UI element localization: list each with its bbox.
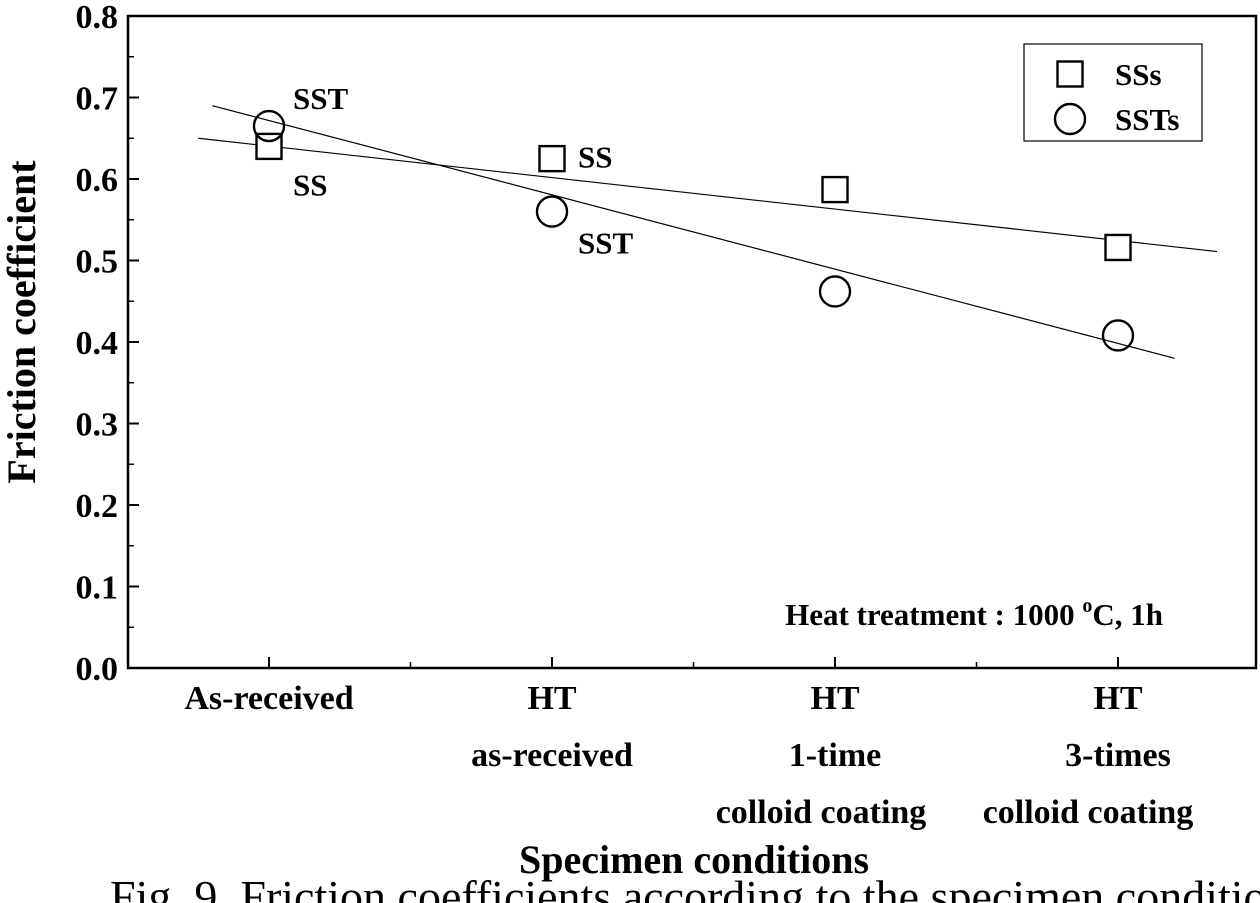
x-tick-label: colloid coating — [716, 794, 927, 831]
legend-circle-icon — [1053, 102, 1087, 136]
y-tick-label: 0.2 — [76, 488, 119, 525]
y-axis-title: Friction coefficient — [0, 160, 44, 484]
circle-point — [252, 109, 286, 143]
point-label: SST — [293, 81, 348, 116]
axis-ticks — [128, 15, 1119, 669]
trend-line-sss — [198, 137, 1218, 253]
x-tick-label: 3-times — [1065, 737, 1171, 774]
square-point — [1104, 233, 1132, 262]
circle-point — [818, 275, 852, 308]
legend-box — [1023, 43, 1203, 142]
square-point — [821, 175, 849, 204]
heat-treatment-annotation: Heat treatment : 1000 oC, 1h — [785, 595, 1163, 632]
x-tick-label: as-received — [471, 737, 633, 774]
y-tick-label: 0.0 — [76, 651, 119, 688]
trend-lines — [198, 105, 1218, 359]
circle-point — [535, 195, 569, 228]
x-tick-label: As-received — [184, 680, 353, 717]
x-axis-title: Specimen conditions — [519, 837, 869, 882]
x-tick-label: colloid coating — [983, 794, 1194, 831]
legend: SSs SSTs — [1023, 43, 1203, 142]
point-label: SST — [578, 226, 633, 261]
figure-caption: Fig. 9. Friction coefficients according … — [110, 871, 1260, 903]
y-tick-label: 0.6 — [76, 162, 119, 199]
x-tick-label: HT — [810, 680, 859, 717]
square-point — [538, 144, 566, 173]
y-tick-label: 0.8 — [76, 0, 119, 36]
x-tick-label: HT — [527, 680, 576, 717]
y-tick-label: 0.3 — [76, 407, 119, 444]
circle-point — [1101, 319, 1135, 352]
y-tick-label: 0.5 — [76, 244, 119, 281]
x-tick-label: HT — [1093, 680, 1142, 717]
point-label: SS — [578, 140, 612, 175]
legend-label: SSTs — [1115, 102, 1179, 137]
y-tick-label: 0.1 — [76, 570, 119, 607]
point-label: SS — [293, 167, 327, 202]
trend-line-ssts — [212, 105, 1175, 359]
y-tick-label: 0.7 — [76, 81, 119, 118]
x-tick-label: 1-time — [789, 737, 882, 774]
data-markers — [252, 109, 1135, 352]
legend-square-icon — [1056, 60, 1084, 88]
legend-label: SSs — [1115, 57, 1162, 92]
y-tick-label: 0.4 — [76, 325, 119, 362]
